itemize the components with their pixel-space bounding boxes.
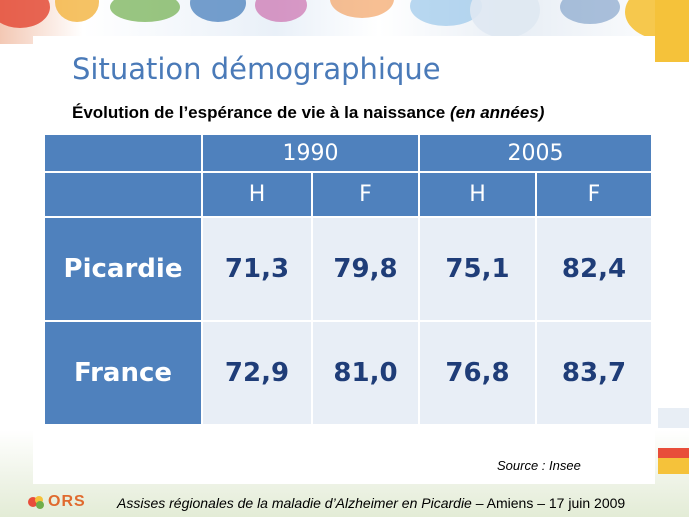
value-cell: 81,0 [311, 320, 420, 426]
table-row: Picardie 71,3 79,8 75,1 82,4 [43, 216, 653, 322]
corner-cell [43, 171, 203, 218]
life-expectancy-table: 1990 2005 H F H F Picardie 71,3 79,8 75,… [43, 133, 653, 426]
table-row: France 72,9 81,0 76,8 83,7 [43, 320, 653, 426]
value-cell: 71,3 [201, 216, 313, 322]
sex-header: F [311, 171, 420, 218]
side-stripe [658, 458, 689, 474]
year-header: 2005 [418, 133, 653, 173]
corner-cell [43, 133, 203, 173]
source-note: Source : Insee [497, 458, 581, 473]
footer-event: Assises régionales de la maladie d’Alzhe… [117, 495, 472, 511]
caption-text: Évolution de l’espérance de vie à la nai… [72, 103, 446, 122]
sex-header: F [535, 171, 653, 218]
value-cell: 76,8 [418, 320, 537, 426]
value-cell: 75,1 [418, 216, 537, 322]
corner-decoration [655, 0, 689, 62]
value-cell: 83,7 [535, 320, 653, 426]
value-cell: 72,9 [201, 320, 313, 426]
value-cell: 79,8 [311, 216, 420, 322]
ors-logo-icon [28, 496, 44, 509]
side-stripe [658, 448, 689, 458]
ors-logo-text: ORS [48, 493, 86, 510]
sex-header: H [201, 171, 313, 218]
footer-text: Assises régionales de la maladie d’Alzhe… [117, 495, 625, 511]
side-stripe [658, 408, 689, 428]
year-header: 1990 [201, 133, 420, 173]
slide-title: Situation démographique [72, 52, 441, 86]
sex-header: H [418, 171, 537, 218]
value-cell: 82,4 [535, 216, 653, 322]
row-label: France [43, 320, 203, 426]
caption-unit: (en années) [449, 103, 545, 122]
table-caption: Évolution de l’espérance de vie à la nai… [72, 103, 544, 123]
row-label: Picardie [43, 216, 203, 322]
footer-place-date: – Amiens – 17 juin 2009 [471, 495, 626, 511]
